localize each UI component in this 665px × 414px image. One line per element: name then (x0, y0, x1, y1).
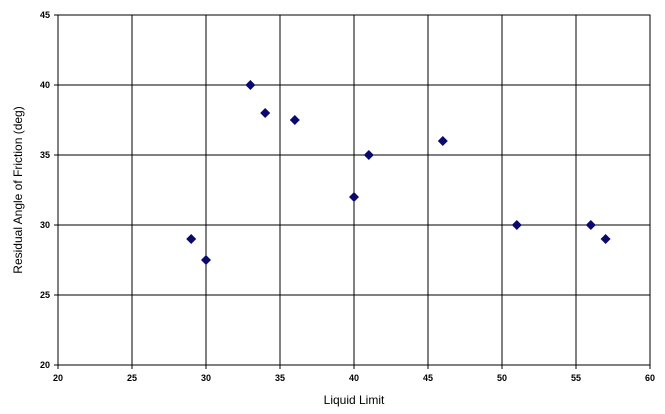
y-tick-label: 25 (40, 290, 50, 300)
x-tick-label: 40 (349, 373, 359, 383)
plot-area (57, 14, 651, 366)
y-tick-label: 35 (40, 150, 50, 160)
data-point (363, 150, 374, 160)
x-tick-label: 45 (423, 373, 433, 383)
data-point (260, 108, 271, 118)
y-tick-label: 40 (40, 80, 50, 90)
data-point (600, 234, 611, 244)
x-axis-title: Liquid Limit (324, 393, 385, 407)
data-point (585, 220, 596, 230)
data-points (186, 80, 611, 265)
x-tick-label: 55 (571, 373, 581, 383)
data-point (437, 136, 448, 146)
x-tick-label: 30 (201, 373, 211, 383)
y-tick-label: 20 (40, 360, 50, 370)
x-tick-label: 60 (645, 373, 655, 383)
data-point (186, 234, 197, 244)
x-tick-label: 20 (53, 373, 63, 383)
x-tick-label: 25 (127, 373, 137, 383)
y-tick-label: 30 (40, 220, 50, 230)
y-tick-labels: 20 25 30 35 40 45 (40, 10, 50, 370)
data-point (349, 192, 359, 202)
y-axis-title: Residual Angle of Friction (deg) (11, 106, 25, 273)
x-tick-label: 35 (275, 373, 285, 383)
x-tick-labels: 20 25 30 35 40 45 50 55 60 (53, 373, 655, 383)
data-point (245, 80, 256, 90)
data-point (201, 255, 211, 265)
data-point (289, 115, 300, 125)
data-point (511, 220, 522, 230)
y-gridlines (54, 14, 650, 366)
y-tick-label: 45 (40, 10, 50, 20)
x-tick-label: 50 (497, 373, 507, 383)
